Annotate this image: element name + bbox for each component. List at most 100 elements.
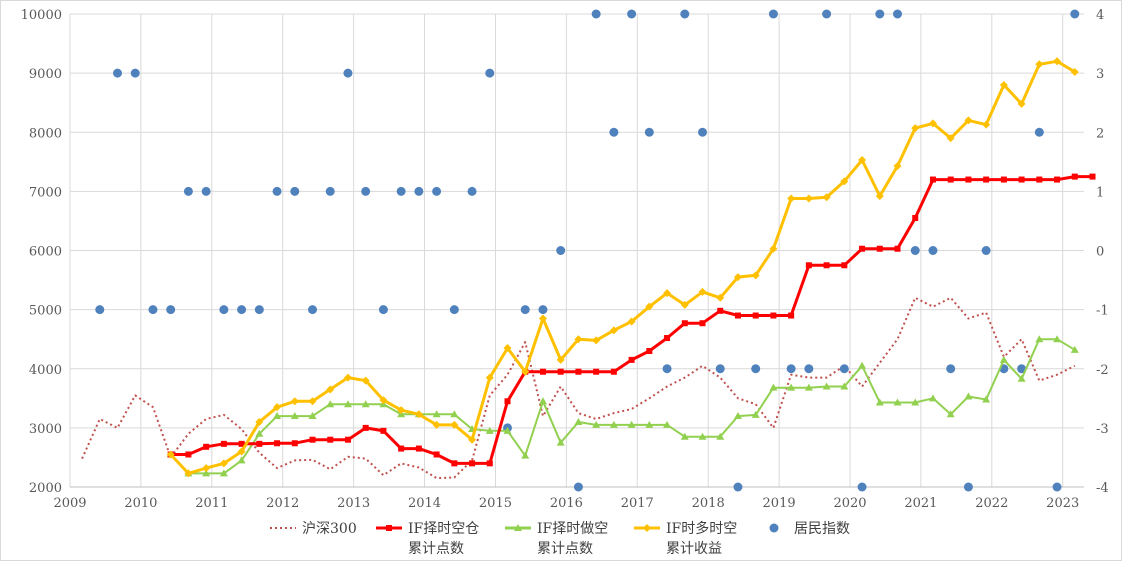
data-point-duokong — [1070, 67, 1079, 76]
data-point-zuokong — [964, 392, 973, 400]
data-point-zuokong — [485, 426, 494, 434]
data-point-cang — [1018, 176, 1025, 183]
data-point-duokong — [982, 120, 991, 129]
data-point-duokong — [698, 287, 707, 296]
data-point-zuokong — [609, 420, 618, 428]
data-point-cang — [185, 451, 192, 458]
data-point-duokong — [822, 193, 831, 202]
data-point-jumin — [361, 186, 371, 196]
data-point-duokong — [237, 447, 246, 456]
data-point-cang — [469, 460, 476, 467]
data-point-zuokong — [751, 410, 760, 418]
x-tick-label: 2019 — [763, 496, 796, 511]
data-point-duokong — [645, 302, 654, 311]
data-point-duokong — [946, 134, 955, 143]
data-point-duokong — [166, 450, 175, 459]
data-point-zuokong — [946, 410, 955, 418]
data-point-cang — [841, 262, 848, 269]
data-point-duokong — [751, 271, 760, 280]
data-point-duokong — [999, 80, 1008, 89]
series — [81, 9, 1096, 492]
legend-label-line: 累计收益 — [666, 541, 722, 557]
data-point-duokong — [858, 156, 867, 165]
data-point-zuokong — [840, 382, 849, 390]
data-point-cang — [699, 320, 706, 327]
data-point-duokong — [627, 317, 636, 326]
data-point-duokong — [255, 417, 264, 426]
x-tick-label: 2013 — [337, 496, 370, 511]
data-point-cang — [362, 424, 369, 431]
data-point-jumin — [733, 482, 743, 492]
data-point-jumin — [644, 127, 654, 137]
data-point-jumin — [237, 305, 247, 315]
data-point-cang — [859, 245, 866, 252]
data-point-jumin — [910, 246, 920, 255]
data-point-jumin — [272, 186, 282, 196]
data-point-cang — [557, 368, 564, 375]
legend-marker-duokong — [643, 524, 651, 532]
data-point-jumin — [556, 246, 566, 255]
data-point-jumin — [981, 246, 991, 255]
data-point-zuokong — [237, 456, 246, 464]
data-point-duokong — [928, 119, 937, 128]
gridlines — [69, 13, 1084, 488]
data-point-jumin — [432, 186, 442, 196]
data-point-zuokong — [219, 469, 228, 477]
data-point-cang — [291, 440, 298, 447]
data-point-jumin — [609, 127, 619, 137]
legend-item-duokong: IF时多时空累计收益 — [634, 520, 737, 557]
data-point-zuokong — [1017, 374, 1026, 382]
data-point-jumin — [166, 305, 176, 315]
data-point-jumin — [325, 186, 335, 196]
x-tick-label: 2022 — [975, 496, 1008, 511]
y-right-tick-label: 2 — [1096, 126, 1104, 141]
data-point-zuokong — [202, 469, 211, 477]
data-point-jumin — [1034, 127, 1044, 137]
data-point-cang — [983, 176, 990, 183]
data-point-zuokong — [680, 432, 689, 440]
data-point-duokong — [397, 406, 406, 415]
x-tick-label: 2015 — [479, 496, 512, 511]
data-point-zuokong — [645, 420, 654, 428]
data-point-zuokong — [592, 420, 601, 428]
data-point-jumin — [963, 482, 973, 492]
data-point-duokong — [450, 420, 459, 429]
data-point-duokong — [716, 293, 725, 302]
data-point-zuokong — [326, 400, 335, 408]
data-point-jumin — [396, 186, 406, 196]
data-point-cang — [664, 335, 671, 342]
data-point-jumin — [148, 305, 158, 315]
data-point-jumin — [538, 305, 548, 315]
data-point-zuokong — [787, 383, 796, 391]
data-point-jumin — [485, 68, 495, 78]
y-left-tick-label: 3000 — [29, 422, 62, 437]
legend-marker-zuokong — [514, 524, 522, 531]
data-point-jumin — [893, 9, 903, 19]
data-point-zuokong — [361, 400, 370, 408]
data-point-cang — [628, 356, 635, 363]
data-point-duokong — [964, 116, 973, 125]
data-point-zuokong — [1070, 345, 1079, 353]
x-tick-label: 2012 — [266, 496, 299, 511]
series-cang — [167, 173, 1096, 467]
data-point-zuokong — [663, 420, 672, 428]
y-left-tick-label: 4000 — [29, 363, 62, 378]
legend-item-cang: IF择时空仓累计点数 — [376, 521, 479, 557]
data-point-duokong — [769, 244, 778, 253]
y-left-tick-label: 6000 — [29, 245, 62, 260]
data-point-zuokong — [343, 400, 352, 408]
data-point-duokong — [804, 194, 813, 203]
data-point-zuokong — [804, 383, 813, 391]
data-point-cang — [203, 443, 210, 450]
data-point-duokong — [503, 344, 512, 353]
data-point-duokong — [787, 194, 796, 203]
data-point-duokong — [202, 464, 211, 473]
legend-label-line: 累计点数 — [537, 541, 593, 557]
legend-label-line: 沪深300 — [302, 521, 357, 537]
data-point-cang — [1000, 176, 1007, 183]
y-right-tick-label: -1 — [1096, 304, 1109, 319]
data-point-duokong — [733, 273, 742, 282]
data-point-duokong — [184, 469, 193, 478]
